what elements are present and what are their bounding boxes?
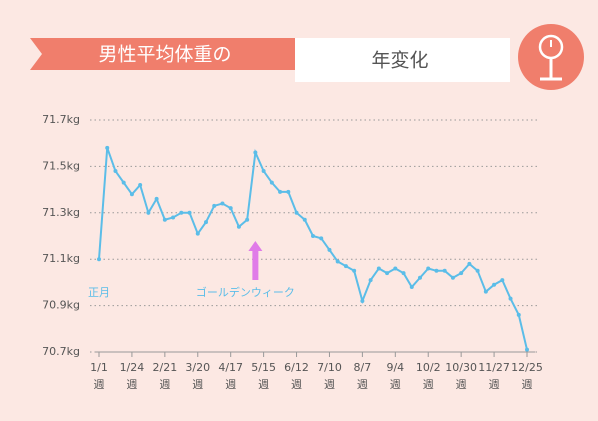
- point: [343, 264, 348, 269]
- point: [294, 210, 299, 215]
- point: [483, 289, 488, 294]
- point: [121, 180, 126, 185]
- x-tick-label: 3/20: [185, 361, 210, 374]
- x-tick-label: 5/15: [251, 361, 276, 374]
- point: [146, 210, 151, 215]
- point: [409, 285, 414, 290]
- x-tick-unit: 週: [324, 378, 335, 391]
- point: [319, 236, 324, 241]
- subtitle-box: [295, 38, 510, 82]
- x-tick-label: 12/25: [511, 361, 543, 374]
- point: [368, 278, 373, 283]
- x-tick-unit: 週: [357, 378, 368, 391]
- point: [376, 266, 381, 271]
- point: [154, 196, 159, 201]
- point: [442, 268, 447, 273]
- point: [269, 180, 274, 185]
- scale-icon: [518, 24, 584, 90]
- point: [253, 150, 258, 155]
- point: [220, 201, 225, 206]
- point: [302, 217, 307, 222]
- annotation: ゴールデンウィーク: [196, 285, 295, 299]
- point: [508, 296, 513, 301]
- point: [352, 268, 357, 273]
- x-tick-unit: 週: [192, 378, 203, 391]
- point: [475, 268, 480, 273]
- y-tick-label: 71.3kg: [42, 206, 80, 219]
- y-tick-label: 71.5kg: [42, 159, 80, 172]
- point: [171, 215, 176, 220]
- y-tick-label: 71.1kg: [42, 252, 80, 265]
- x-tick-unit: 週: [489, 378, 500, 391]
- x-tick-label: 7/10: [317, 361, 342, 374]
- point: [516, 312, 521, 317]
- point: [204, 220, 208, 225]
- x-tick-label: 2/21: [152, 361, 177, 374]
- y-tick-label: 70.9kg: [42, 299, 80, 312]
- x-tick-label: 11/27: [478, 361, 510, 374]
- x-tick-label: 10/30: [445, 361, 477, 374]
- x-tick-unit: 週: [291, 378, 302, 391]
- y-tick-label: 71.7kg: [42, 113, 80, 126]
- point: [113, 169, 118, 174]
- point: [311, 234, 315, 238]
- point: [335, 259, 340, 264]
- point: [385, 271, 390, 276]
- x-tick-unit: 週: [94, 378, 105, 391]
- point: [105, 145, 110, 150]
- point: [97, 257, 101, 262]
- x-tick-label: 10/2: [416, 361, 441, 374]
- x-tick-label: 8/7: [354, 361, 372, 374]
- point: [401, 271, 406, 276]
- annotation: 正月: [88, 286, 110, 299]
- x-tick-unit: 週: [390, 378, 401, 391]
- point: [212, 203, 217, 208]
- x-tick-label: 9/4: [386, 361, 404, 374]
- annotation-arrow: [248, 241, 263, 280]
- point: [450, 275, 455, 280]
- point: [195, 231, 200, 236]
- x-tick-unit: 週: [159, 378, 170, 391]
- point: [179, 210, 184, 215]
- point: [360, 298, 365, 303]
- point: [278, 189, 283, 194]
- point: [261, 169, 266, 174]
- point: [245, 217, 250, 222]
- point: [426, 266, 431, 271]
- x-tick-label: 1/24: [120, 361, 145, 374]
- point: [236, 224, 241, 229]
- x-tick-label: 6/12: [284, 361, 309, 374]
- point: [459, 271, 464, 276]
- y-tick-label: 70.7kg: [42, 345, 80, 358]
- point: [228, 206, 233, 211]
- x-tick-unit: 週: [126, 378, 137, 391]
- point: [434, 268, 439, 273]
- title-ribbon: [30, 38, 295, 70]
- point: [525, 347, 529, 352]
- point: [418, 275, 422, 280]
- x-tick-label: 4/17: [218, 361, 243, 374]
- point: [492, 282, 497, 287]
- point: [187, 210, 192, 215]
- chart-subtitle: 年変化: [371, 50, 428, 72]
- point: [500, 278, 505, 283]
- x-tick-unit: 週: [258, 378, 269, 391]
- point: [467, 261, 472, 266]
- point: [327, 247, 332, 252]
- x-tick-label: 1/1: [90, 361, 108, 374]
- point: [286, 189, 291, 194]
- point: [393, 266, 398, 271]
- chart-title: 男性平均体重の: [98, 44, 231, 66]
- x-tick-unit: 週: [423, 378, 434, 391]
- point: [138, 182, 143, 187]
- x-tick-unit: 週: [225, 378, 236, 391]
- x-tick-unit: 週: [522, 378, 533, 391]
- point: [129, 192, 134, 197]
- point: [162, 217, 167, 222]
- x-tick-unit: 週: [456, 378, 467, 391]
